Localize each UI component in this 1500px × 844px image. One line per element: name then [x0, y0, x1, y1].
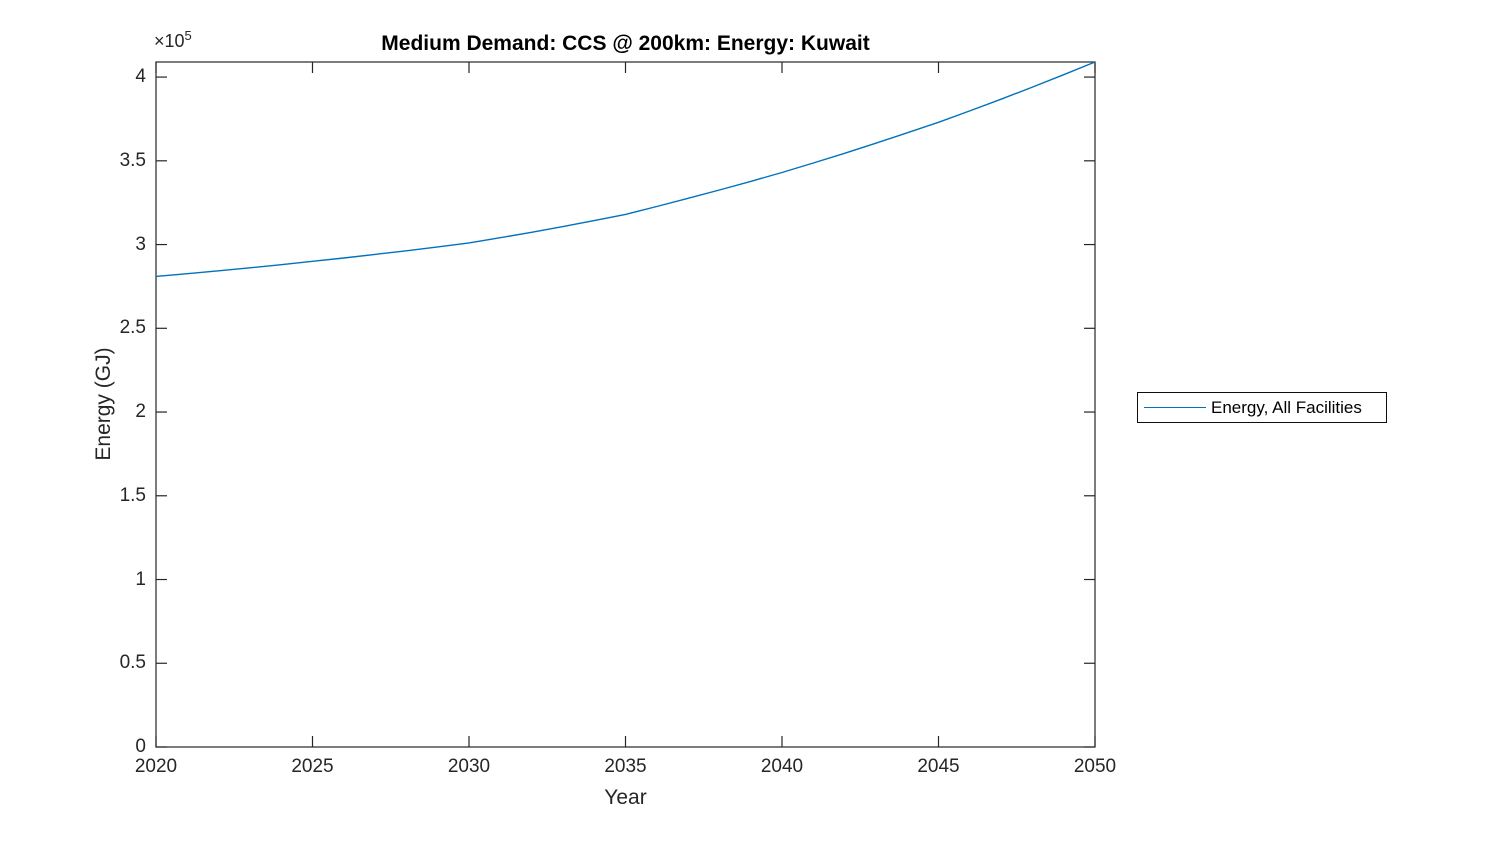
plot-title: Medium Demand: CCS @ 200km: Energy: Kuwa… — [381, 32, 870, 55]
x-tick-label: 2040 — [760, 756, 804, 777]
x-axis-label: Year — [604, 786, 647, 809]
y-tick-label: 2.5 — [119, 317, 146, 339]
y-tick-label: 4 — [135, 66, 146, 88]
legend: Energy, All Facilities — [1137, 392, 1387, 423]
y-tick-label: 1 — [135, 568, 146, 590]
data-line — [155, 61, 1096, 278]
x-tick-label: 2035 — [604, 756, 647, 777]
legend-line-sample-icon — [1144, 407, 1206, 408]
x-tick-label: 2020 — [134, 756, 178, 777]
x-tick-label: 2050 — [1073, 756, 1117, 777]
y-tick-label: 0.5 — [119, 652, 146, 674]
x-tick-label: 2045 — [917, 756, 960, 777]
y-tick-label: 2 — [135, 401, 146, 423]
y-axis-multiplier-base: ×10 — [154, 31, 185, 51]
legend-label: Energy, All Facilities — [1211, 397, 1362, 417]
y-tick-label: 0 — [135, 736, 146, 757]
y-axis-label: Energy (GJ) — [92, 347, 115, 461]
y-axis-multiplier: ×105 — [154, 28, 192, 52]
x-tick-label: 2025 — [291, 756, 334, 777]
y-tick-label: 1.5 — [119, 484, 146, 506]
y-tick-label: 3 — [135, 233, 146, 255]
axes-box — [155, 61, 1096, 748]
x-tick-label: 2030 — [447, 756, 491, 777]
y-tick-label: 3.5 — [119, 149, 146, 171]
y-axis-multiplier-exponent: 5 — [184, 28, 192, 43]
